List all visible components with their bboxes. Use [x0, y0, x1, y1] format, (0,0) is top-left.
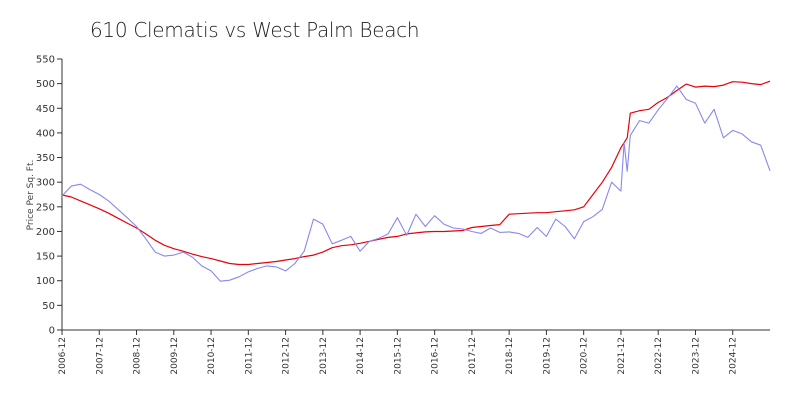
x-tick-label: 2023-12 [691, 337, 701, 375]
x-tick-label: 2013-12 [319, 337, 329, 375]
x-tick-label: 2010-12 [207, 337, 217, 375]
y-tick-label: 450 [36, 104, 55, 115]
y-tick-label: 500 [36, 79, 55, 90]
x-tick-label: 2014-12 [356, 337, 366, 375]
x-tick-label: 2024-12 [729, 337, 739, 375]
y-tick-label: 100 [36, 276, 55, 287]
chart-title: 610 Clematis vs West Palm Beach [90, 18, 420, 42]
x-tick-label: 2021-12 [617, 337, 627, 375]
x-tick-label: 2017-12 [468, 337, 478, 375]
y-tick-label: 50 [42, 301, 55, 312]
x-tick-label: 2007-12 [95, 337, 105, 375]
x-tick-label: 2018-12 [505, 337, 515, 375]
axes-layer: 0 50 100 150 200 250 300 350 400 450 500 550 2006-12… [36, 55, 770, 375]
series-line-1 [61, 80, 771, 266]
y-axis-label: Price Per Sq. Ft. [26, 160, 36, 231]
x-tick-label: 2019-12 [542, 337, 552, 375]
x-tick-label: 2012-12 [282, 337, 292, 375]
x-tick-label: 2011-12 [244, 337, 254, 375]
x-tick-label: 2020-12 [580, 337, 590, 375]
y-tick-label: 550 [36, 55, 55, 66]
y-tick-label: 0 [49, 326, 55, 337]
y-tick-label: 250 [36, 202, 55, 213]
y-tick-label: 200 [36, 227, 55, 238]
x-tick-label: 2015-12 [393, 337, 403, 375]
series-line-2 [61, 85, 771, 282]
x-tick-label: 2006-12 [58, 337, 68, 375]
y-tick-label: 150 [36, 252, 55, 263]
x-tick-label: 2008-12 [133, 337, 143, 375]
y-tick-label: 300 [36, 178, 55, 189]
x-tick-label: 2022-12 [654, 337, 664, 375]
y-tick-label: 400 [36, 128, 55, 139]
y-tick-label: 350 [36, 153, 55, 164]
series-layer [61, 80, 771, 282]
x-tick-label: 2009-12 [170, 337, 180, 375]
x-tick-label: 2016-12 [431, 337, 441, 375]
